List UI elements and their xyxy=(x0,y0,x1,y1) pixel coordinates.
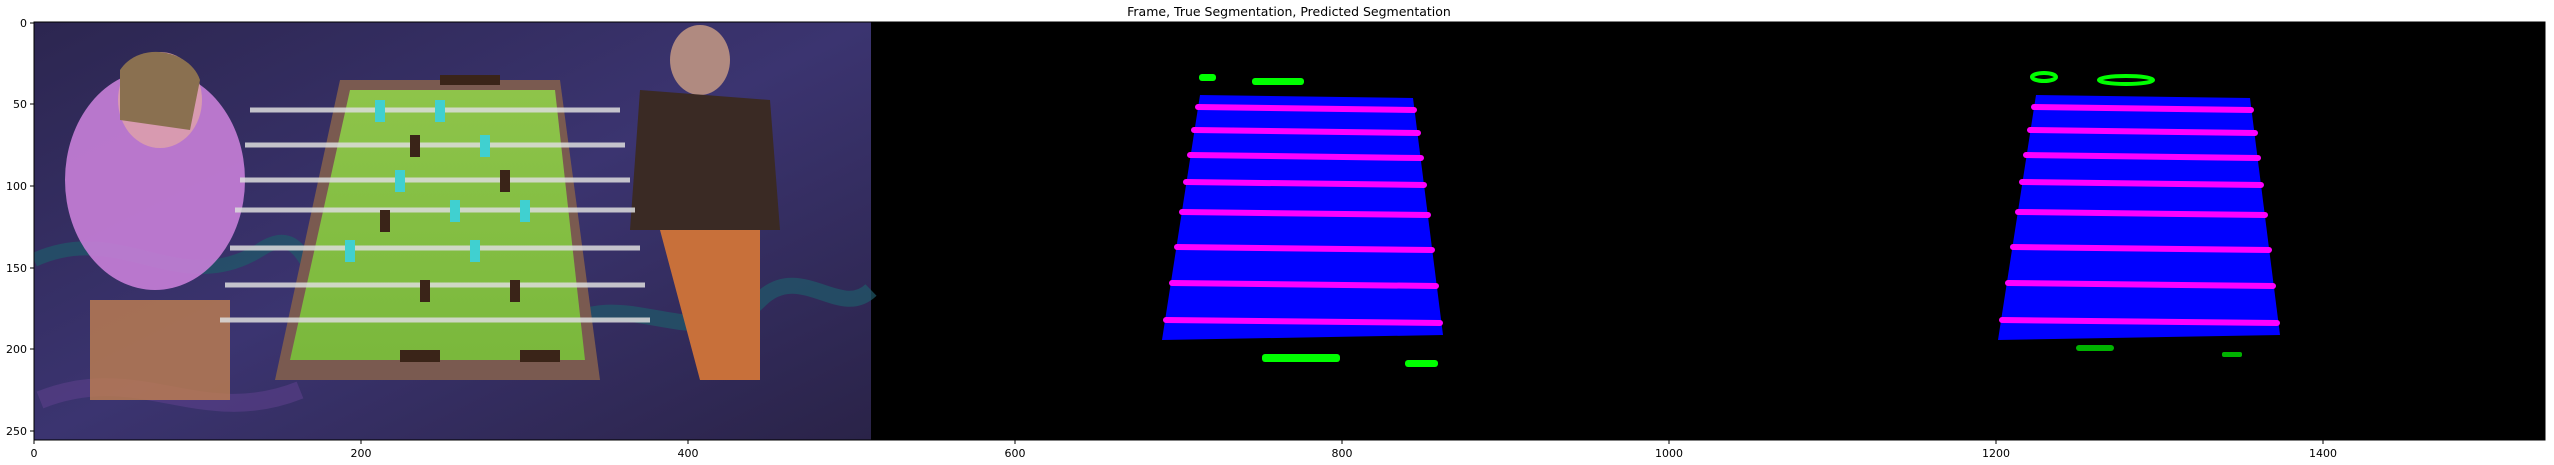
y-tick-label: 100 xyxy=(6,180,27,193)
axes-frame xyxy=(33,21,2546,441)
y-tick-label: 50 xyxy=(13,98,27,111)
x-tick-label: 200 xyxy=(351,447,372,460)
x-tick-label: 1200 xyxy=(1982,447,2010,460)
x-tick-label: 0 xyxy=(31,447,38,460)
y-tick-label: 0 xyxy=(20,17,27,30)
x-tick-label: 800 xyxy=(1332,447,1353,460)
image-area xyxy=(34,22,2545,440)
x-tick-label: 1400 xyxy=(2309,447,2337,460)
frame-panel xyxy=(34,22,877,440)
y-tick-label: 250 xyxy=(6,425,27,438)
x-tick-label: 1000 xyxy=(1655,447,1683,460)
chart-title: Frame, True Segmentation, Predicted Segm… xyxy=(1127,4,1451,19)
y-tick-label: 200 xyxy=(6,343,27,356)
predicted-segmentation-panel xyxy=(1998,71,2280,357)
x-axis: 0 200 400 600 800 1000 1200 1400 xyxy=(31,440,2337,460)
y-tick-label: 150 xyxy=(6,262,27,275)
x-tick-label: 600 xyxy=(1005,447,1026,460)
x-tick-label: 400 xyxy=(678,447,699,460)
y-axis: 0 50 100 150 200 250 xyxy=(6,17,34,438)
true-segmentation-panel xyxy=(1162,74,1443,367)
